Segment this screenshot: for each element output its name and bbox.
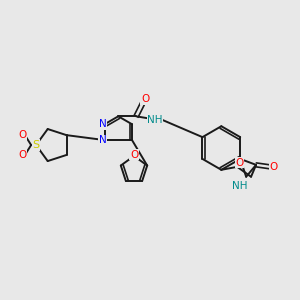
Text: O: O [270, 162, 278, 172]
Text: O: O [18, 150, 26, 160]
Text: N: N [99, 135, 106, 145]
Text: O: O [18, 130, 26, 140]
Text: S: S [32, 140, 40, 150]
Text: N: N [99, 119, 106, 129]
Text: O: O [141, 94, 149, 104]
Text: NH: NH [147, 115, 163, 125]
Text: O: O [130, 150, 138, 160]
Text: O: O [235, 158, 243, 168]
Text: NH: NH [232, 181, 248, 191]
